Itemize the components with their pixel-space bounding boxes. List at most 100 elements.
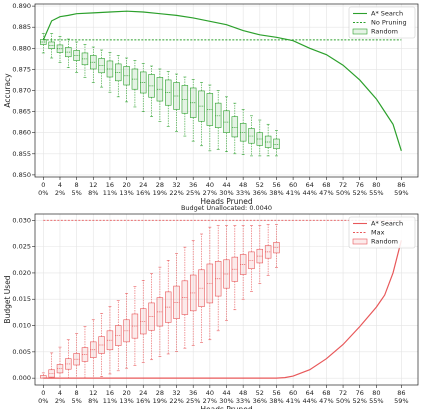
x-tick-label: 52	[256, 181, 264, 189]
x-tick-percent: 44%	[303, 189, 317, 197]
x-tick-percent: 0%	[38, 397, 48, 405]
x-tick-label: 72	[339, 389, 347, 397]
x-tick-label: 0	[41, 389, 45, 397]
x-tick-percent: 19%	[153, 397, 167, 405]
x-tick-percent: 0%	[38, 189, 48, 197]
x-tick-label: 4	[58, 181, 62, 189]
x-tick-percent: 41%	[286, 189, 300, 197]
legend-frame	[348, 216, 416, 249]
x-tick-percent: 25%	[186, 397, 200, 405]
x-tick-percent: 2%	[55, 189, 65, 197]
x-tick-label: 72	[339, 181, 347, 189]
x-tick-percent: 36%	[253, 397, 267, 405]
box	[231, 116, 239, 138]
y-tick-label: 0.885	[12, 23, 31, 31]
y-tick-label: 0.880	[12, 44, 31, 52]
x-tick-label: 16	[106, 389, 114, 397]
y-tick-label: 0.010	[12, 322, 31, 330]
x-tick-percent: 50%	[336, 189, 350, 197]
x-tick-label: 80	[372, 389, 380, 397]
x-tick-percent: 30%	[219, 397, 233, 405]
x-tick-label: 80	[372, 181, 380, 189]
x-tick-percent: 33%	[236, 189, 250, 197]
panel: 0.0000.0050.0100.0150.0200.0250.03000%42…	[3, 204, 419, 409]
x-tick-percent: 5%	[71, 397, 81, 405]
x-tick-percent: 59%	[394, 397, 408, 405]
x-tick-label: 32	[172, 389, 180, 397]
x-tick-percent: 38%	[269, 189, 283, 197]
x-tick-label: 4	[58, 389, 62, 397]
y-tick-label: 0.850	[12, 171, 31, 179]
y-tick-label: 0.020	[12, 269, 31, 277]
x-tick-percent: 30%	[219, 189, 233, 197]
x-tick-label: 0	[41, 181, 45, 189]
x-tick-label: 24	[139, 389, 147, 397]
x-tick-label: 36	[189, 181, 197, 189]
box	[223, 110, 230, 133]
x-tick-percent: 8%	[88, 397, 98, 405]
x-tick-label: 44	[222, 389, 230, 397]
x-tick-percent: 11%	[103, 397, 117, 405]
y-tick-label: 0.025	[12, 243, 31, 251]
y-tick-label: 0.000	[12, 374, 31, 382]
y-tick-label: 0.015	[12, 295, 31, 303]
y-tick-label: 0.030	[12, 216, 31, 224]
x-tick-label: 12	[89, 389, 97, 397]
x-tick-percent: 11%	[103, 189, 117, 197]
y-tick-label: 0.870	[12, 87, 31, 95]
x-axis-label: Heads Pruned	[200, 197, 252, 206]
y-axis-label: Accuracy	[3, 73, 12, 108]
x-tick-percent: 41%	[286, 397, 300, 405]
x-tick-percent: 13%	[119, 189, 133, 197]
x-tick-label: 76	[356, 389, 364, 397]
x-tick-label: 36	[189, 389, 197, 397]
x-tick-label: 48	[239, 181, 247, 189]
x-tick-label: 16	[106, 181, 114, 189]
x-tick-percent: 52%	[352, 189, 366, 197]
x-tick-label: 28	[156, 389, 164, 397]
x-tick-percent: 47%	[319, 397, 333, 405]
x-tick-percent: 27%	[203, 189, 217, 197]
legend-swatch	[352, 238, 368, 245]
x-tick-label: 28	[156, 181, 164, 189]
x-tick-percent: 22%	[169, 189, 183, 197]
x-tick-label: 52	[256, 389, 264, 397]
axes-frame	[34, 3, 419, 178]
legend-label: Random	[371, 238, 398, 246]
y-tick-label: 0.855	[12, 150, 31, 158]
x-tick-label: 76	[356, 181, 364, 189]
x-tick-percent: 36%	[253, 189, 267, 197]
legend-label: Max	[371, 229, 385, 237]
x-tick-label: 20	[122, 389, 130, 397]
x-tick-label: 56	[272, 389, 280, 397]
x-tick-percent: 13%	[119, 397, 133, 405]
x-tick-percent: 16%	[136, 189, 150, 197]
x-tick-label: 20	[122, 181, 130, 189]
x-tick-percent: 50%	[336, 397, 350, 405]
x-tick-label: 64	[306, 181, 314, 189]
x-tick-percent: 16%	[136, 397, 150, 405]
x-tick-label: 32	[172, 181, 180, 189]
x-tick-percent: 44%	[303, 397, 317, 405]
x-tick-percent: 2%	[55, 397, 65, 405]
x-tick-label: 40	[206, 181, 214, 189]
x-tick-percent: 47%	[319, 189, 333, 197]
y-axis-label: Budget Used	[3, 275, 12, 323]
x-tick-label: 8	[75, 181, 79, 189]
x-tick-percent: 22%	[169, 397, 183, 405]
y-tick-label: 0.865	[12, 108, 31, 116]
series-line	[42, 10, 402, 152]
x-tick-label: 12	[89, 181, 97, 189]
x-tick-label: 86	[397, 389, 405, 397]
x-tick-label: 60	[289, 389, 297, 397]
legend-label: A* Search	[371, 220, 403, 228]
x-tick-label: 60	[289, 181, 297, 189]
y-tick-label: 0.860	[12, 129, 31, 137]
legend-label: A* Search	[371, 10, 403, 18]
x-tick-label: 68	[322, 389, 330, 397]
chart-title: Budget Unallocated: 0.0040	[181, 204, 272, 212]
box	[214, 102, 222, 128]
